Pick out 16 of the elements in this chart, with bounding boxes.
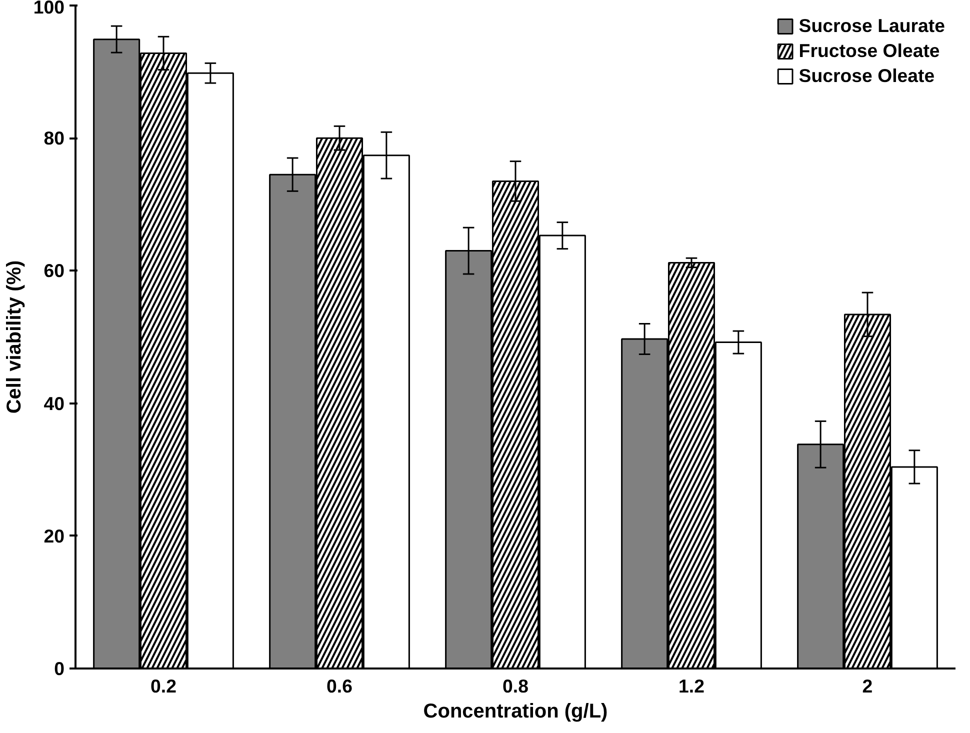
legend-label: Sucrose Oleate [798,65,935,87]
y-tick-label: 100 [33,0,65,18]
y-tick-label: 40 [44,392,65,414]
y-axis-title: Cell viability (%) [3,260,26,414]
x-tick-label: 1.2 [678,676,704,696]
y-tick-label: 20 [44,525,65,546]
x-tick-label: 0.2 [150,676,176,696]
legend-label: Fructose Oleate [798,40,940,62]
x-tick-label: 0.6 [326,676,352,696]
x-axis-title: Concentration (g/L) [423,700,608,722]
x-tick-label: 2 [862,676,873,696]
y-tick-label: 80 [44,128,65,149]
y-tick-label: 60 [44,260,65,282]
x-tick-label: 0.8 [502,676,528,696]
y-tick-label: 0 [54,658,65,679]
legend-label: Sucrose Laurate [798,15,945,37]
